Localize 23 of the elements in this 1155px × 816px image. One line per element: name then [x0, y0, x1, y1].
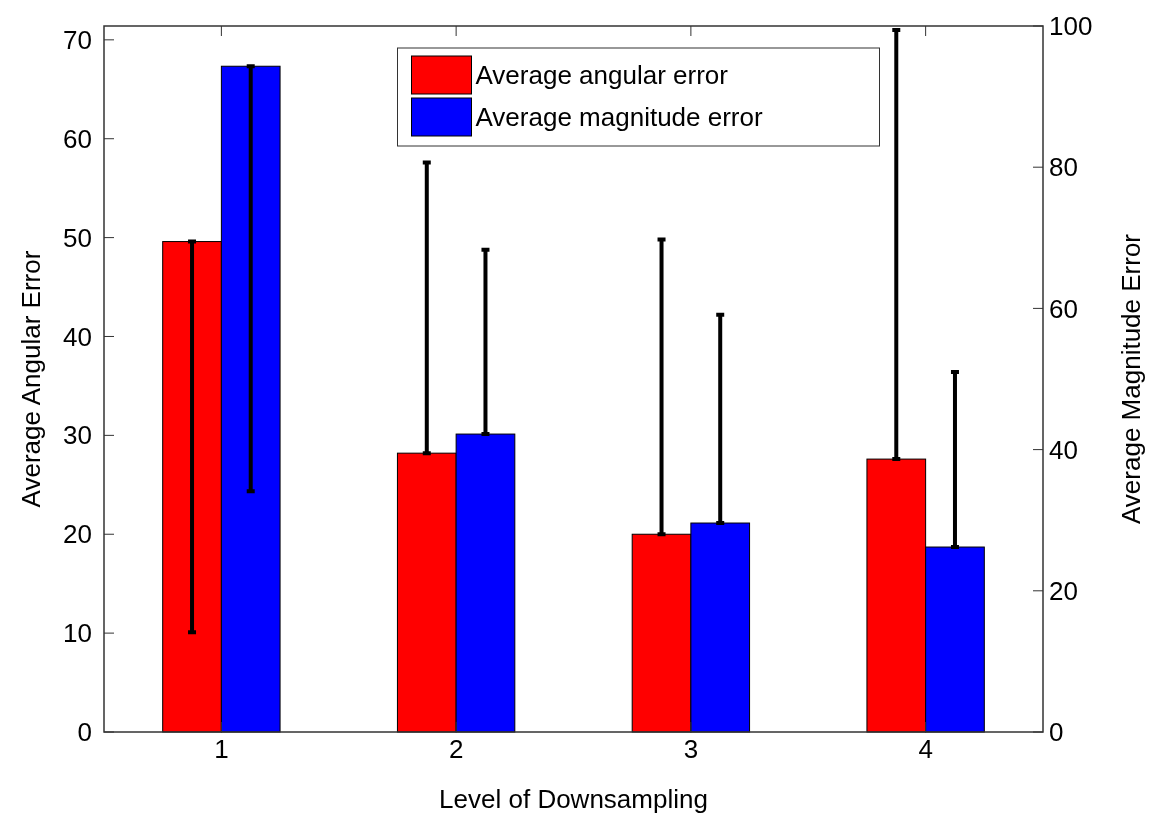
- y-tick-label: 70: [63, 24, 92, 55]
- y2-tick-label: 80: [1049, 152, 1078, 183]
- y-tick-label: 50: [63, 222, 92, 253]
- y2-tick-label: 100: [1049, 11, 1093, 42]
- x-tick-label: 2: [448, 734, 464, 764]
- legend-label: Average angular error: [475, 60, 729, 91]
- y2-tick-label: 20: [1049, 575, 1078, 606]
- y-tick-label: 0: [77, 717, 92, 748]
- y-tick-label: 20: [63, 519, 92, 550]
- x-tick-label: 1: [214, 734, 229, 764]
- y-tick-label: 30: [63, 420, 92, 451]
- legend-label: Average magnitude error: [475, 102, 763, 133]
- x-tick-label: 3: [683, 734, 699, 764]
- y-tick-label: 40: [63, 321, 92, 352]
- y2-tick-label: 60: [1049, 293, 1078, 324]
- y2-tick-label: 40: [1049, 434, 1078, 465]
- x-tick-label: 4: [918, 734, 933, 764]
- y-tick-label: 60: [63, 123, 92, 154]
- y2-tick-label: 0: [1049, 717, 1064, 748]
- y2-axis-title: Average Magnitude Error: [1116, 233, 1146, 525]
- x-axis-title: Level of Downsampling: [439, 784, 708, 814]
- y-tick-label: 10: [63, 618, 92, 649]
- y-axis-title: Average Angular Error: [16, 250, 46, 508]
